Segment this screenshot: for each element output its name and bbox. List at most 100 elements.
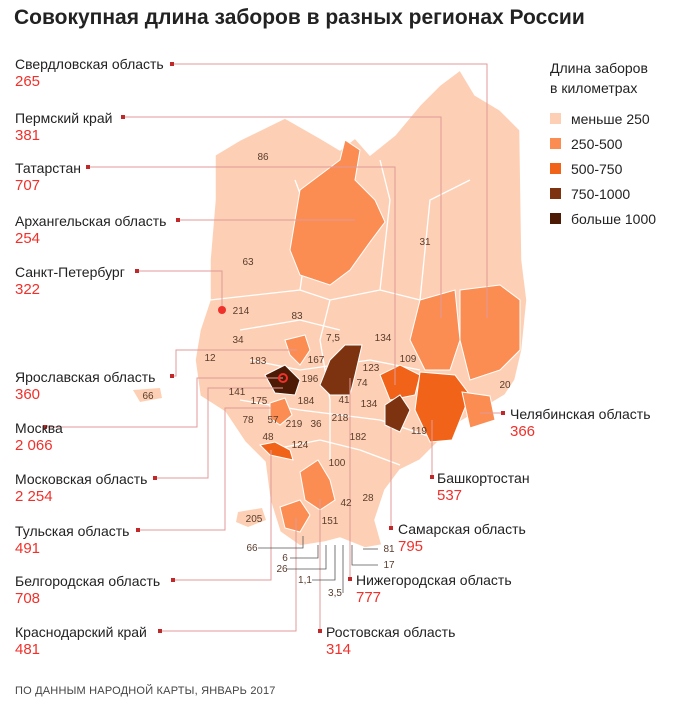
region-number: 31: [419, 237, 431, 248]
region-name: Белгородская область: [15, 573, 161, 589]
leader-dot: [171, 578, 175, 582]
region-value: 366: [510, 423, 536, 440]
region-number: 123: [363, 363, 380, 374]
callout-label: Белгородская область 708: [15, 572, 160, 608]
callout-label: Ростовская область 314: [326, 623, 455, 659]
legend-swatch: [550, 213, 561, 224]
arkhangelsk-region: [289, 139, 386, 286]
legend-title: Длина заборов: [550, 60, 648, 76]
callout-label: Москва 2 066: [15, 419, 63, 455]
region-name: Московская область: [15, 471, 148, 487]
legend-item: больше 1000: [550, 206, 656, 231]
region-name: Свердловская область: [15, 56, 164, 72]
callout-label: Свердловская область 265: [15, 55, 164, 91]
region-number: 66: [246, 543, 258, 554]
region-number: 83: [291, 311, 303, 322]
region-value: 381: [15, 127, 41, 144]
region-value: 491: [15, 540, 41, 557]
legend-item: меньше 250: [550, 106, 656, 131]
region-number: 196: [302, 374, 319, 385]
legend-label: больше 1000: [571, 210, 657, 227]
region-number: 219: [286, 419, 303, 430]
region-value: 795: [398, 538, 424, 555]
callout-label: Тульская область 491: [15, 522, 129, 558]
legend-label: 500-750: [571, 160, 623, 177]
small-leader-line: [351, 545, 378, 566]
region-number: 81: [383, 544, 395, 555]
leader-dot: [170, 374, 174, 378]
moscow-marker: [278, 373, 288, 383]
region-border: [269, 439, 401, 466]
region-number: 42: [340, 498, 352, 509]
leader-dot: [318, 629, 322, 633]
legend-title-2: в километрах: [550, 80, 638, 96]
region-value: 360: [15, 386, 41, 403]
region-value: 265: [15, 73, 41, 90]
bashkortostan-region: [414, 371, 471, 443]
page-title: Совокупная длина заборов в разных регион…: [14, 6, 585, 29]
rostov-region: [299, 459, 336, 511]
legend-swatch: [550, 163, 561, 174]
leader-dot: [136, 528, 140, 532]
region-number: 1,1: [298, 575, 312, 586]
legend-label: меньше 250: [571, 110, 650, 127]
region-name: Москва: [15, 420, 63, 436]
region-number: 134: [361, 399, 378, 410]
legend: Длина заборов в километрах меньше 250 250…: [550, 58, 656, 231]
leader-dot: [135, 269, 139, 273]
region-number: 28: [362, 493, 374, 504]
region-number: 141: [229, 387, 246, 398]
small-leader-line: [312, 545, 336, 581]
leader-line: [123, 116, 442, 318]
crimea-region: [236, 508, 266, 527]
leader-line: [160, 518, 297, 632]
region-name: Пермский край: [15, 110, 113, 126]
callout-label: Архангельская область 254: [15, 212, 166, 248]
region-number: 66: [142, 391, 154, 402]
region-number: 119: [411, 426, 427, 437]
belgorod-region: [258, 441, 294, 461]
region-number: 100: [329, 458, 346, 469]
yaroslavl-region: [284, 334, 311, 366]
region-value: 322: [15, 281, 41, 298]
region-value: 708: [15, 590, 41, 607]
leader-line: [173, 450, 272, 581]
region-name: Архангельская область: [15, 213, 167, 229]
small-leader-line: [258, 536, 304, 549]
callout-label: Нижегородская область 777: [356, 571, 512, 607]
region-number: 214: [233, 306, 250, 317]
legend-swatch: [550, 138, 561, 149]
region-name: Санкт-Петербург: [15, 264, 125, 280]
callout-label: Челябинская область 366: [510, 405, 651, 441]
leader-line: [45, 377, 283, 428]
samara-region: [384, 394, 411, 433]
region-number: 218: [332, 413, 349, 424]
region-number: 86: [257, 152, 269, 163]
source-note: ПО ДАННЫМ НАРОДНОЙ КАРТЫ, ЯНВАРЬ 2017: [15, 685, 276, 697]
region-number: 36: [310, 419, 322, 430]
leader-dot: [430, 475, 434, 479]
region-name: Ярославская область: [15, 369, 156, 385]
leader-dot: [86, 165, 90, 169]
region-name: Челябинская область: [510, 406, 651, 422]
region-name: Ростовская область: [326, 624, 456, 640]
kaliningrad-region: [133, 388, 162, 402]
legend-item: 250-500: [550, 131, 656, 156]
leader-dot: [389, 526, 393, 530]
chelyabinsk-region: [461, 391, 496, 429]
region-value: 707: [15, 177, 41, 194]
region-number: 17: [383, 560, 395, 571]
region-value: 2 254: [15, 488, 53, 505]
legend-swatch: [550, 188, 561, 199]
leader-dot: [176, 218, 180, 222]
region-number: 74: [356, 378, 368, 389]
small-leader-line: [290, 545, 319, 559]
region-number: 205: [246, 514, 263, 525]
leader-dot: [43, 425, 47, 429]
tula-region: [269, 397, 293, 426]
legend-item: 750-1000: [550, 181, 656, 206]
leader-line: [138, 407, 272, 531]
region-number: 109: [400, 354, 417, 365]
region-number: 134: [375, 333, 392, 344]
